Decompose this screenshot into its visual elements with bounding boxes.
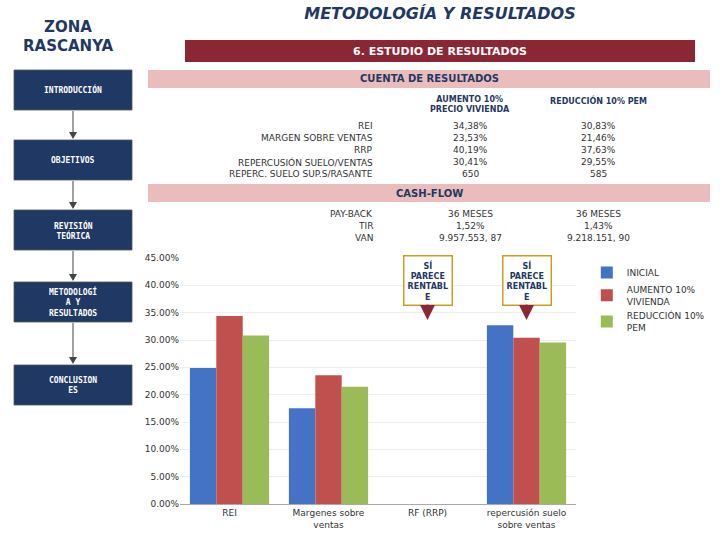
svg-text:INTRODUCCIÓN: INTRODUCCIÓN [44, 84, 102, 95]
svg-text:5.00%: 5.00% [150, 472, 179, 482]
svg-text:25.00%: 25.00% [145, 362, 180, 372]
svg-text:SÍPARECERENTABLE: SÍPARECERENTABLE [408, 260, 449, 302]
svg-text:15.00%: 15.00% [145, 417, 180, 427]
svg-text:30.00%: 30.00% [145, 335, 180, 345]
svg-text:30,41%: 30,41% [453, 157, 488, 167]
svg-text:REDUCCIÓN 10%PEM: REDUCCIÓN 10%PEM [627, 310, 705, 333]
svg-text:REDUCCIÓN 10% PEM: REDUCCIÓN 10% PEM [550, 95, 647, 106]
svg-text:CASH-FLOW: CASH-FLOW [396, 188, 463, 199]
svg-text:34,38%: 34,38% [453, 121, 488, 131]
svg-text:20.00%: 20.00% [145, 390, 180, 400]
svg-text:45.00%: 45.00% [145, 253, 180, 263]
svg-text:REPERCUSIÓN SUELO/VENTAS: REPERCUSIÓN SUELO/VENTAS [238, 157, 373, 168]
svg-text:650: 650 [462, 169, 479, 179]
svg-text:40.00%: 40.00% [145, 280, 180, 290]
svg-text:29,55%: 29,55% [581, 157, 616, 167]
svg-text:CONCLUSIONES: CONCLUSIONES [49, 376, 97, 395]
svg-text:AUMENTO 10%PRECIO VIVIENDA: AUMENTO 10%PRECIO VIVIENDA [430, 95, 510, 114]
svg-text:6. ESTUDIO DE RESULTADOS: 6. ESTUDIO DE RESULTADOS [353, 45, 527, 58]
svg-text:23,53%: 23,53% [453, 133, 488, 143]
svg-text:REI: REI [358, 121, 373, 131]
svg-text:TIR: TIR [358, 221, 373, 231]
svg-text:40,19%: 40,19% [453, 145, 488, 155]
svg-text:OBJETIVOS: OBJETIVOS [51, 156, 95, 165]
svg-text:37,63%: 37,63% [581, 145, 616, 155]
svg-text:SÍPARECERENTABLE: SÍPARECERENTABLE [507, 260, 548, 302]
svg-text:RRP: RRP [354, 145, 373, 155]
svg-text:ZONA: ZONA [44, 18, 92, 36]
svg-text:INICIAL: INICIAL [627, 268, 659, 278]
svg-text:30,83%: 30,83% [581, 121, 616, 131]
svg-text:36 MESES: 36 MESES [576, 209, 621, 219]
svg-text:REI: REI [222, 508, 237, 518]
svg-text:REVISIÓNTEÓRICA: REVISIÓNTEÓRICA [54, 220, 93, 241]
svg-text:CUENTA DE RESULTADOS: CUENTA DE RESULTADOS [360, 73, 499, 84]
svg-text:9.957.553, 87: 9.957.553, 87 [439, 233, 502, 243]
svg-text:21,46%: 21,46% [581, 133, 616, 143]
svg-text:REPERC. SUELO SUP.S/RASANTE: REPERC. SUELO SUP.S/RASANTE [229, 169, 373, 179]
svg-text:VAN: VAN [355, 233, 373, 243]
svg-text:1,43%: 1,43% [584, 221, 613, 231]
svg-text:0.00%: 0.00% [150, 499, 179, 509]
svg-text:repercusión suelosobre ventas: repercusión suelosobre ventas [487, 508, 567, 530]
svg-text:MARGEN SOBRE VENTAS: MARGEN SOBRE VENTAS [261, 133, 373, 143]
svg-text:1,52%: 1,52% [456, 221, 485, 231]
svg-text:9.218.151, 90: 9.218.151, 90 [567, 233, 630, 243]
svg-text:36 MESES: 36 MESES [448, 209, 493, 219]
svg-text:AUMENTO 10%VIVIENDA: AUMENTO 10%VIVIENDA [627, 285, 696, 307]
svg-text:10.00%: 10.00% [145, 444, 180, 454]
svg-text:35.00%: 35.00% [145, 308, 180, 318]
svg-text:METODOLOGÍA YRESULTADOS: METODOLOGÍA YRESULTADOS [49, 286, 97, 318]
svg-text:RF (RRP): RF (RRP) [408, 508, 447, 518]
svg-text:Margenes sobreventas: Margenes sobreventas [293, 508, 365, 530]
svg-text:METODOLOGÍA Y RESULTADOS: METODOLOGÍA Y RESULTADOS [304, 4, 575, 23]
svg-text:PAY-BACK: PAY-BACK [330, 209, 373, 219]
svg-text:585: 585 [590, 169, 607, 179]
svg-text:RASCANYA: RASCANYA [23, 37, 114, 55]
